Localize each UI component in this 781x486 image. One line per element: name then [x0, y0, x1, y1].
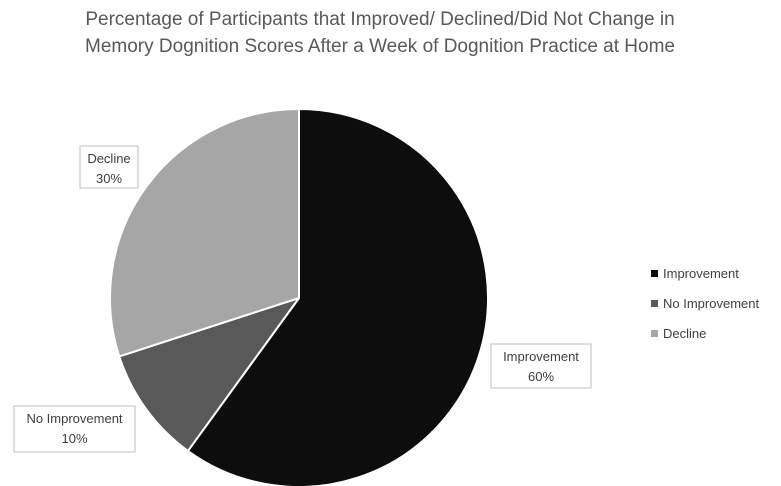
chart-title: Percentage of Participants that Improved…: [0, 6, 760, 60]
pie-slice-decline: [109, 108, 300, 358]
data-label-box-improvement: [490, 343, 592, 389]
chart-title-line-1: Percentage of Participants that Improved…: [85, 9, 675, 30]
data-label-category-decline: Decline: [87, 151, 130, 166]
pie-slice-no-improvement: [118, 297, 300, 452]
pie-slice-improvement: [186, 108, 489, 486]
legend-label-decline: Decline: [663, 325, 707, 341]
data-label-box-decline: [79, 145, 139, 189]
chart-title-line-2: Memory Dognition Scores After a Week of …: [85, 36, 675, 57]
data-label-category-improvement: Improvement: [503, 349, 579, 364]
legend-swatch-decline: [651, 329, 658, 337]
legend-item-improvement: Improvement: [651, 258, 759, 288]
legend-swatch-improvement: [651, 269, 658, 277]
data-label-category-no-improvement: No Improvement: [26, 411, 122, 426]
data-label-value-no-improvement: 10%: [61, 431, 87, 446]
legend-item-decline: Decline: [651, 318, 759, 348]
chart-legend: Improvement No Improvement Decline: [651, 258, 759, 348]
legend-item-no-improvement: No Improvement: [651, 288, 759, 318]
data-label-value-decline: 30%: [96, 171, 122, 186]
legend-label-improvement: Improvement: [663, 265, 739, 281]
legend-swatch-no-improvement: [651, 299, 658, 307]
legend-label-no-improvement: No Improvement: [663, 295, 760, 311]
data-label-box-no-improvement: [13, 405, 136, 453]
data-label-value-improvement: 60%: [528, 369, 554, 384]
